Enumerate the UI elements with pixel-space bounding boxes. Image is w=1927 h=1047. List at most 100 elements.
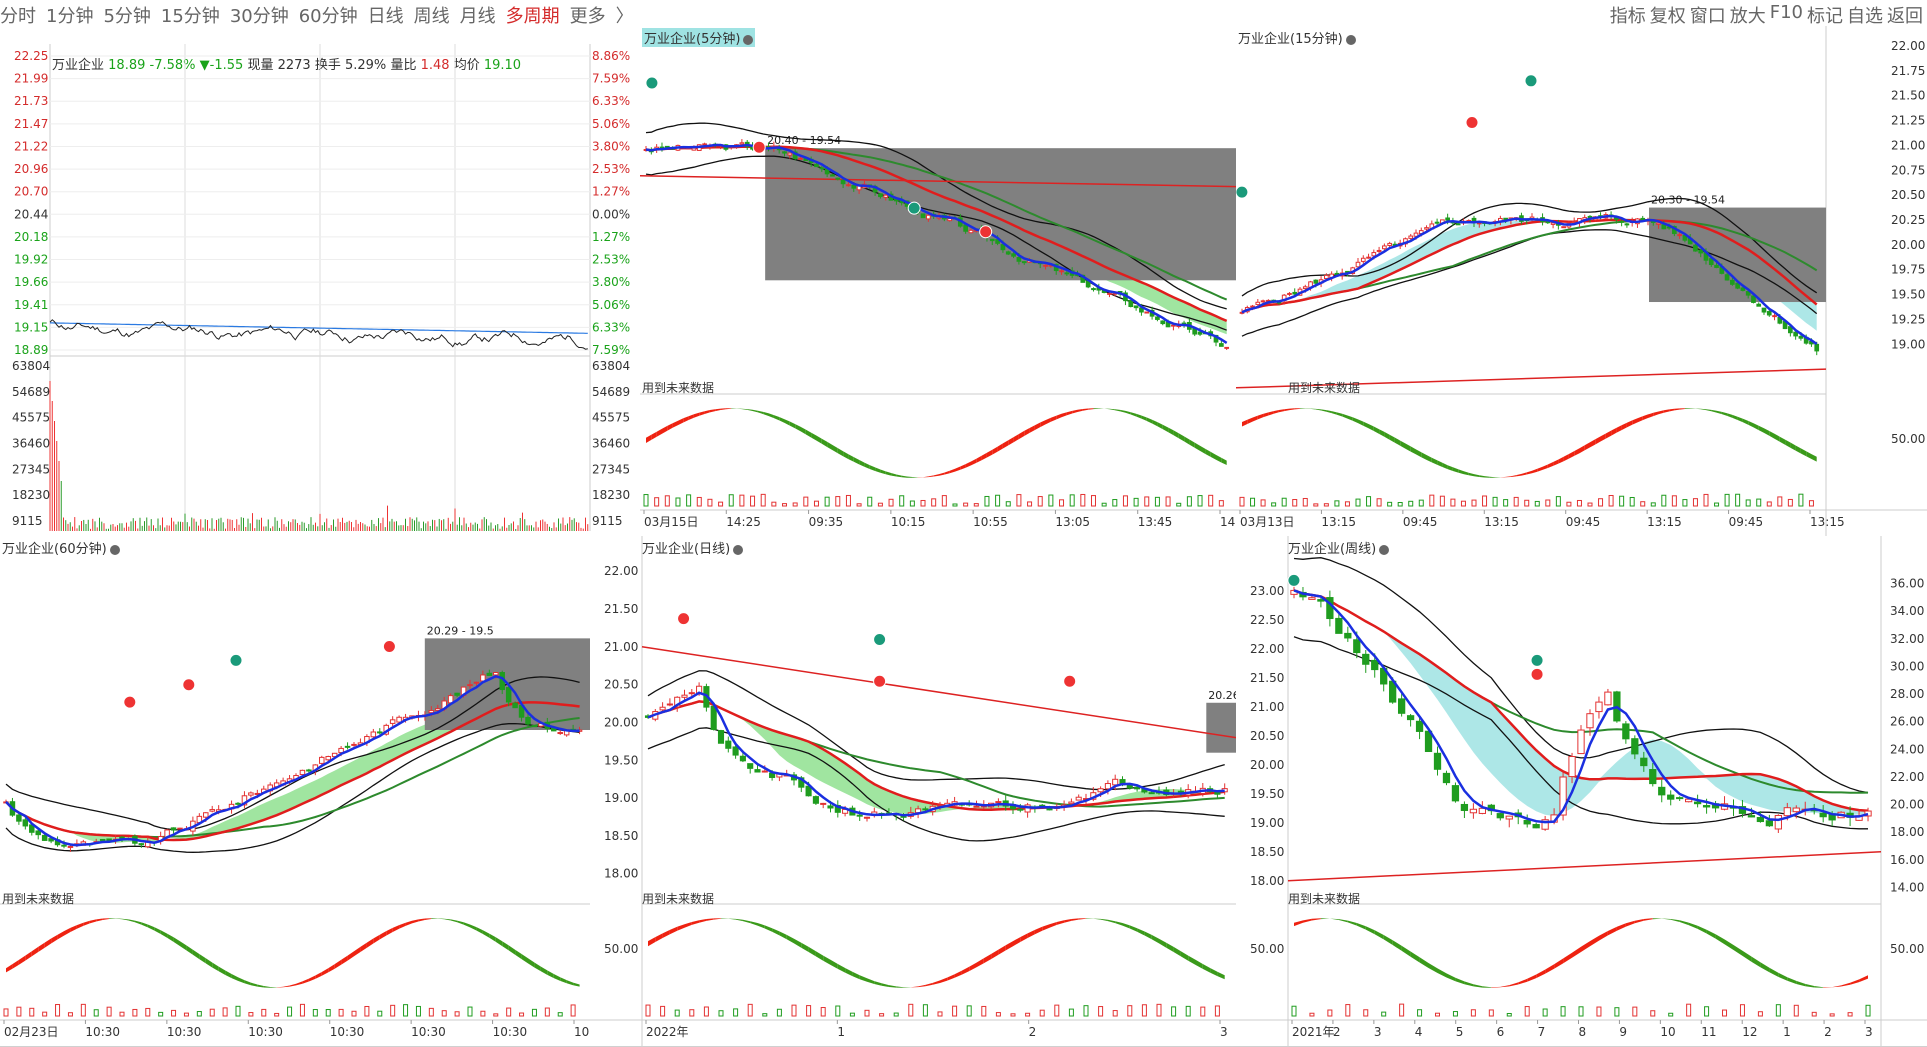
candle-body — [1446, 218, 1450, 220]
volume-bar — [1866, 1005, 1870, 1016]
oscillator-segment — [1495, 477, 1500, 478]
volume-bar — [1069, 1009, 1073, 1016]
oscillator-segment — [848, 454, 853, 462]
price-tick-label: 20.50 — [1891, 188, 1925, 202]
price-tick-label: 20.50 — [604, 678, 638, 692]
volume-bar — [1567, 502, 1571, 506]
oscillator-segment — [1558, 457, 1563, 464]
volume-tick-label: 36460 — [592, 437, 630, 451]
volume-bar — [910, 501, 914, 506]
candle-body — [748, 764, 753, 769]
volume-bar — [1778, 497, 1782, 506]
candle-body — [42, 835, 47, 840]
x-tick-label: 10 — [1660, 1025, 1675, 1039]
x-tick-label: 14:25 — [726, 515, 761, 529]
volume-bar — [807, 1006, 811, 1016]
gear-icon[interactable] — [733, 545, 743, 555]
tab-6[interactable]: 日线 — [368, 2, 404, 28]
chart-15min[interactable]: 20.30 - 19.5450.0050.0021.5021.2521.0020… — [1236, 26, 1927, 536]
gear-icon[interactable] — [743, 35, 753, 45]
tool-1[interactable]: 复权 — [1650, 2, 1686, 28]
chart-panel-15min[interactable]: 20.30 - 19.5450.0050.0021.5021.2521.0020… — [1236, 26, 1927, 537]
long-ma-line — [1288, 852, 1881, 881]
tool-5[interactable]: 标记 — [1807, 2, 1843, 28]
candle-body — [682, 695, 687, 697]
oscillator-segment — [1611, 428, 1616, 436]
tool-3[interactable]: 放大 — [1730, 2, 1766, 28]
oscillator-segment — [1511, 475, 1516, 477]
oscillator-segment — [1035, 423, 1040, 431]
volume-bar — [1493, 497, 1497, 506]
tool-0[interactable]: 指标 — [1610, 2, 1646, 28]
tab-3[interactable]: 15分钟 — [161, 2, 220, 28]
oscillator-segment — [1163, 425, 1168, 432]
volume-bar — [81, 1004, 85, 1016]
candle-body — [733, 747, 738, 755]
tab-10[interactable]: 更多 — [570, 2, 606, 28]
oscillator-segment — [483, 930, 489, 938]
gear-icon[interactable] — [1346, 35, 1356, 45]
oscillator-segment — [1554, 959, 1563, 969]
tab-5[interactable]: 60分钟 — [299, 2, 358, 28]
tool-4[interactable]: F10 — [1770, 2, 1803, 28]
x-tick-label: 10:30 — [574, 1025, 590, 1039]
gear-icon[interactable] — [110, 545, 120, 555]
oscillator-segment — [1509, 982, 1518, 986]
volume-tick-label: 27345 — [592, 462, 630, 476]
oscillator-segment — [1395, 438, 1400, 446]
oscillator-segment — [950, 469, 955, 473]
gear-icon[interactable] — [1379, 545, 1389, 555]
oscillator-segment — [1130, 925, 1137, 931]
volume-bar — [1219, 501, 1223, 506]
volume-bar — [996, 1013, 1000, 1016]
tab-0[interactable]: 分时 — [0, 2, 36, 28]
oscillator-segment — [1104, 409, 1109, 410]
oscillator-segment — [367, 939, 373, 948]
tab-4[interactable]: 30分钟 — [230, 2, 289, 28]
candle-body — [1060, 271, 1064, 272]
tab-8[interactable]: 月线 — [460, 2, 496, 28]
oscillator-segment — [180, 941, 186, 950]
candle-body — [1336, 618, 1342, 633]
volume-tick-label: 54689 — [592, 385, 630, 399]
oscillator-segment — [515, 950, 522, 959]
volume-bar — [1579, 1007, 1583, 1016]
volume-bar — [520, 1013, 524, 1016]
tab-2[interactable]: 5分钟 — [103, 2, 150, 28]
candle-body — [494, 673, 499, 675]
volume-bar — [1436, 1013, 1440, 1016]
chart-panel-daily[interactable]: 20.26 -50.0022.0021.5021.0020.5020.0019.… — [590, 536, 1237, 1047]
tab-9[interactable]: 多周期 — [506, 2, 560, 28]
candle-body — [923, 809, 928, 810]
volume-bar — [1081, 494, 1085, 506]
buy-signal-icon — [1525, 75, 1537, 87]
osc-tick-label: 50.00 — [1890, 942, 1924, 956]
timeshare-panel[interactable]: 万业企业 18.89 -7.58% ▼-1.55 现量 2273 换手 5.29… — [0, 26, 641, 537]
tab-1[interactable]: 1分钟 — [46, 2, 93, 28]
candle-body — [689, 693, 694, 694]
price-tick-label: 20.00 — [604, 715, 638, 729]
candle-body — [1668, 795, 1674, 799]
candle-body — [884, 195, 888, 197]
price-tick-label: 19.41 — [14, 298, 48, 312]
chart-daily[interactable]: 20.26 -50.0022.0021.5021.0020.5020.0019.… — [590, 536, 1236, 1046]
oscillator-segment — [1348, 921, 1357, 926]
tool-2[interactable]: 窗口 — [1690, 2, 1726, 28]
tool-7[interactable]: 返回 — [1887, 2, 1923, 28]
tab-7[interactable]: 周线 — [414, 2, 450, 28]
oscillator-segment — [1035, 927, 1042, 934]
buy-signal-icon — [908, 202, 920, 214]
more-chevron-icon[interactable]: 〉 — [616, 2, 634, 28]
volume-bar — [404, 1005, 408, 1016]
tool-6[interactable]: 自选 — [1847, 2, 1883, 28]
price-box — [765, 148, 1236, 280]
price-box-label: 20.26 - — [1208, 689, 1236, 702]
oscillator-segment — [1253, 416, 1258, 422]
